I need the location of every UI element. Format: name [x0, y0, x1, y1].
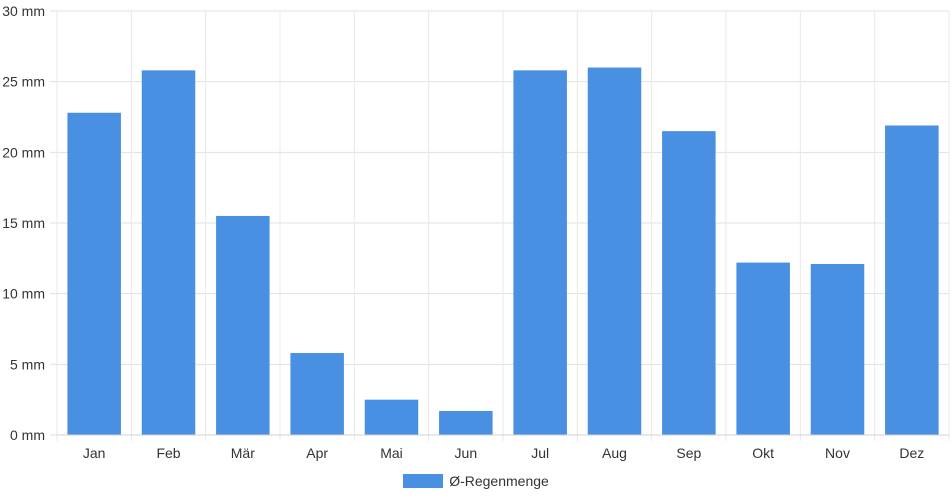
axis-layer: 0 mm 5 mm 10 mm 15 mm 20 mm 25 mm 30 mm Jan Feb M…: [2, 3, 949, 461]
y-tick-label: 30 mm: [2, 3, 45, 19]
bar-apr[interactable]: [290, 353, 344, 435]
x-tick-label: Feb: [156, 445, 180, 461]
bar-jan[interactable]: [67, 112, 121, 435]
chart-legend[interactable]: Ø-Regenmenge: [0, 473, 952, 489]
x-tick-label: Apr: [306, 445, 328, 461]
bar-jul[interactable]: [513, 70, 567, 436]
x-tick-label: Jan: [83, 445, 106, 461]
legend-label: Ø-Regenmenge: [449, 473, 549, 489]
bar-aug[interactable]: [587, 67, 642, 436]
bar-okt[interactable]: [736, 262, 790, 435]
bar-dez[interactable]: [885, 125, 939, 435]
legend-swatch: [403, 474, 444, 488]
bar-sep[interactable]: [662, 131, 716, 435]
y-tick-label: 20 mm: [2, 144, 45, 160]
x-tick-label: Sep: [676, 445, 701, 461]
x-tick-label: Mär: [231, 445, 255, 461]
bar-nov[interactable]: [810, 263, 865, 435]
y-tick-label: 25 mm: [2, 74, 45, 90]
y-tick-label: 10 mm: [2, 286, 45, 302]
x-tick-label: Nov: [825, 445, 850, 461]
x-tick-label: Dez: [899, 445, 924, 461]
bar-jun[interactable]: [439, 410, 493, 435]
bars-layer: [67, 67, 939, 436]
bar-mai[interactable]: [364, 399, 419, 435]
x-tick-label: Mai: [380, 445, 403, 461]
y-tick-label: 0 mm: [10, 427, 45, 443]
y-tick-label: 15 mm: [2, 215, 45, 231]
grid-layer: [56, 10, 950, 441]
x-tick-label: Okt: [752, 445, 774, 461]
bar-feb[interactable]: [141, 70, 196, 436]
x-tick-label: Aug: [602, 445, 627, 461]
x-tick-label: Jul: [531, 445, 549, 461]
y-tick-label: 5 mm: [10, 356, 45, 372]
bar-mär[interactable]: [216, 215, 270, 435]
x-tick-label: Jun: [455, 445, 478, 461]
